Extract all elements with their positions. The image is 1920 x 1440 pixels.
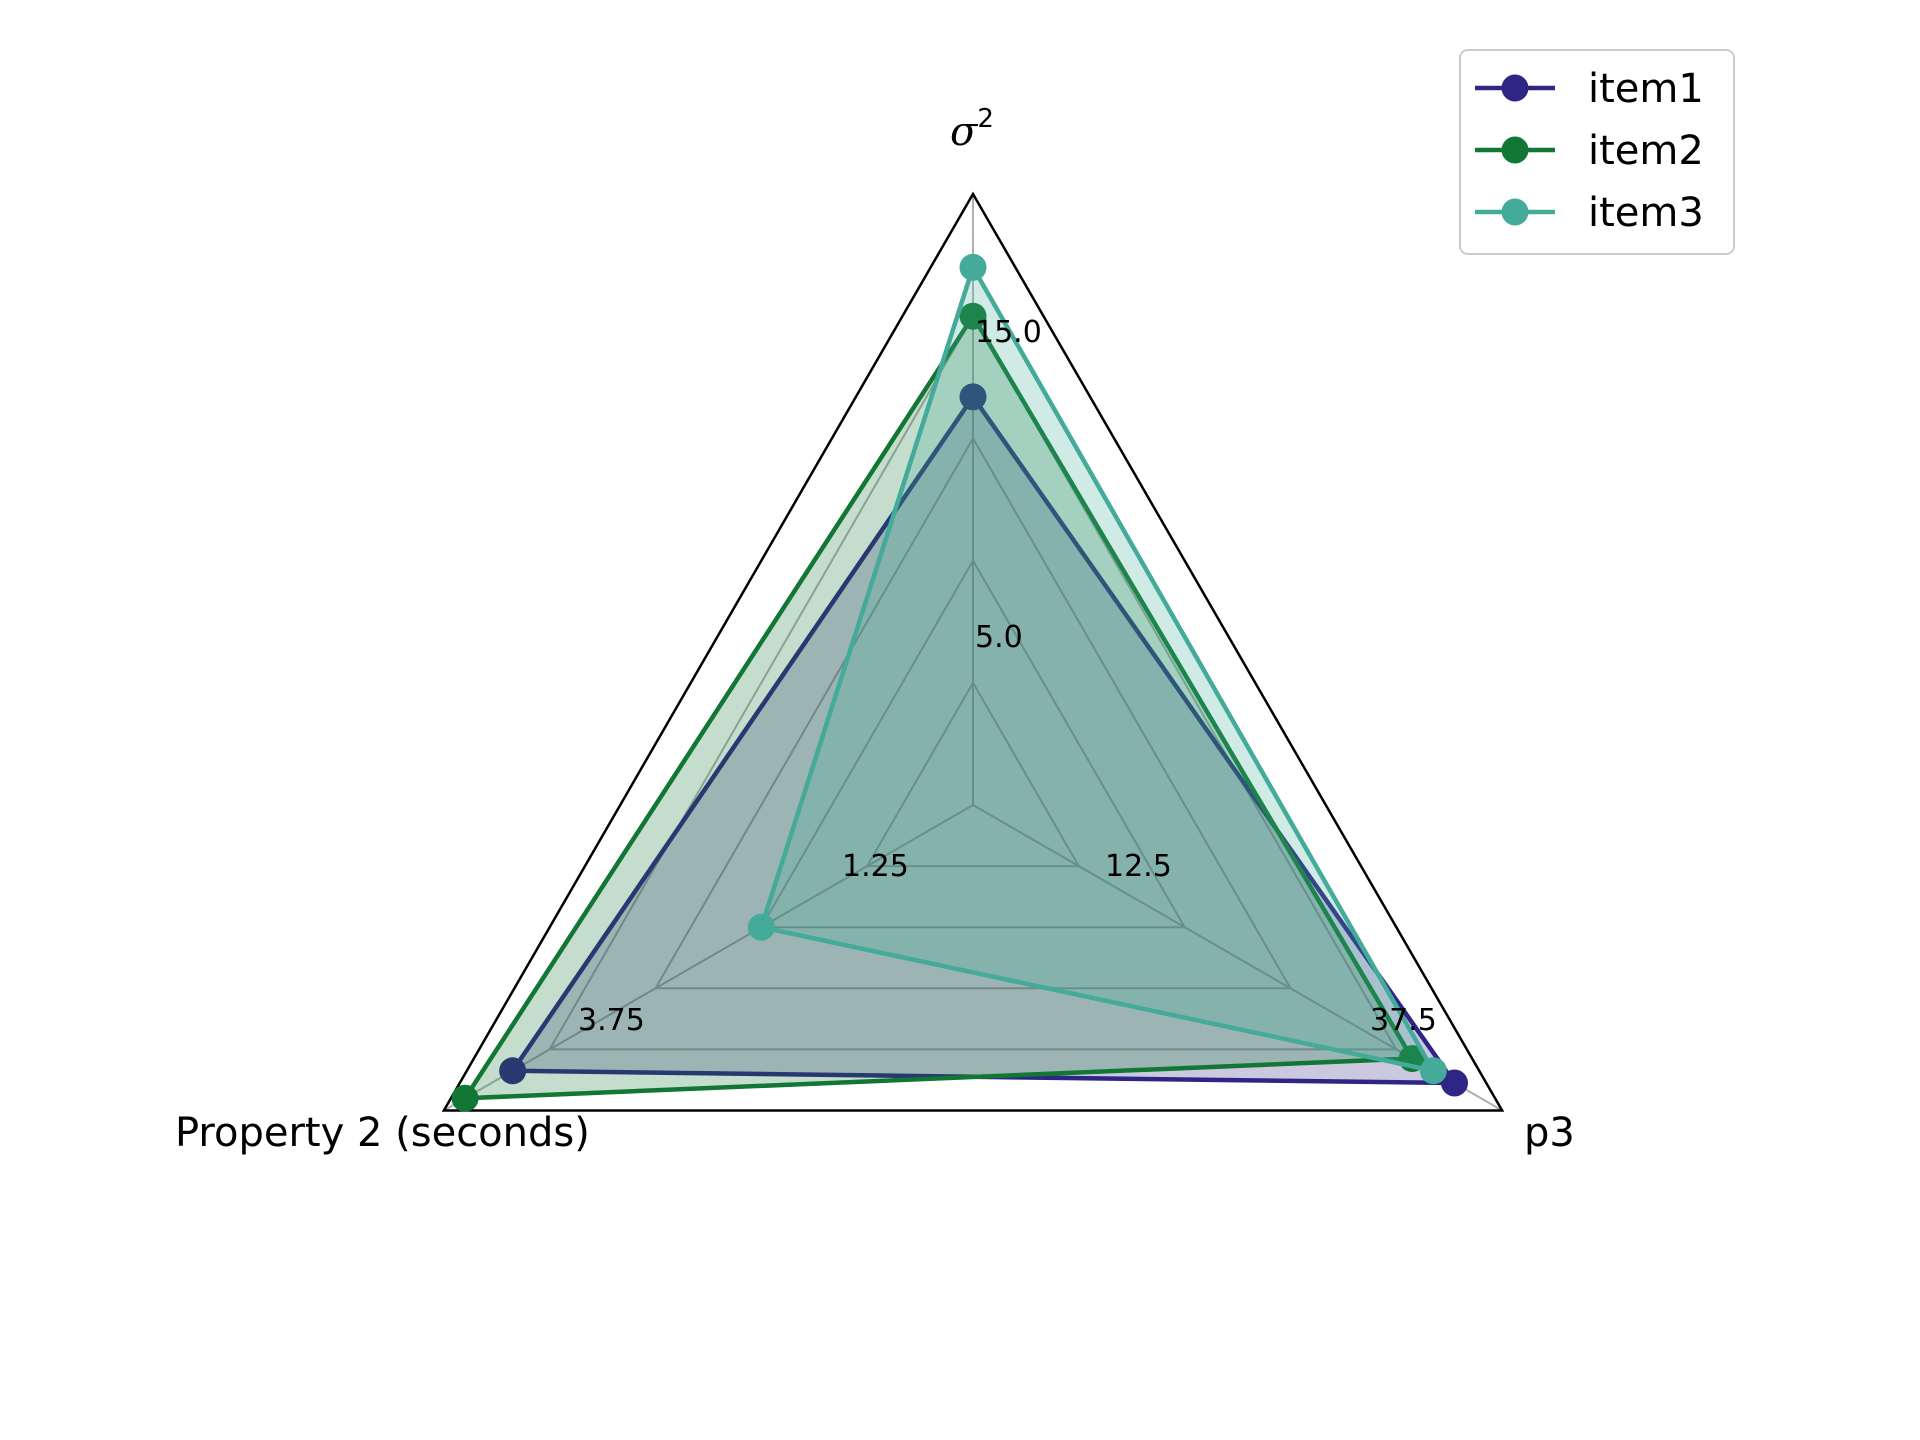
tick-label-axis2-outer: 37.5	[1370, 1003, 1437, 1038]
grid-ring-2	[759, 558, 1187, 929]
axis-title-sigma: σ2	[950, 104, 994, 155]
radar-frame	[441, 191, 1505, 1112]
series-point-item2-axis1	[959, 302, 987, 330]
series-point-item1-axis3	[499, 1057, 527, 1085]
tick-label-axis1-inner: 5.0	[975, 620, 1023, 655]
series-line-item2	[462, 313, 1415, 1101]
grid-ring-1	[865, 680, 1081, 868]
axis-title-p3: p3	[1524, 1110, 1575, 1156]
series-point-item1-axis1	[959, 383, 987, 411]
grid-ring-4	[547, 314, 1399, 1051]
legend-box	[1459, 49, 1735, 255]
series-fill-item3	[761, 267, 1434, 1071]
legend-label-item2: item2	[1588, 128, 1704, 174]
tick-label-axis3-outer: 3.75	[578, 1003, 645, 1038]
series-point-item1-axis2	[1441, 1069, 1469, 1097]
series-point-item3-axis3	[747, 913, 775, 941]
legend: item1 item2 item3	[1459, 49, 1735, 255]
tick-label-axis2-inner: 12.5	[1105, 849, 1172, 884]
axis-title-sigma-sup: 2	[977, 104, 994, 134]
series-fill-item2	[465, 316, 1413, 1099]
legend-marker-item3	[1501, 198, 1529, 226]
axis-titles: σ2 p3 Property 2 (seconds)	[175, 104, 1575, 1156]
series-point-item2-axis3	[451, 1084, 479, 1112]
legend-label-item1: item1	[1588, 66, 1704, 112]
series-line-item3	[759, 265, 1436, 1074]
series-point-item3-axis2	[1419, 1057, 1447, 1085]
tick-label-axis3-inner: 1.25	[842, 849, 909, 884]
grid-spoke-3	[443, 804, 974, 1112]
grid-layer	[441, 191, 1505, 1112]
axis-title-property2: Property 2 (seconds)	[175, 1110, 590, 1156]
series-point-item3-axis1	[959, 253, 987, 281]
axis-title-sigma-main: σ	[950, 109, 979, 155]
tick-label-axis1-outer: 15.0	[975, 315, 1042, 350]
tick-labels: 15.0 5.0 12.5 37.5 1.25 3.75	[578, 315, 1437, 1038]
legend-label-item3: item3	[1588, 190, 1704, 236]
series-fill-item1	[512, 396, 1455, 1084]
legend-marker-item1	[1501, 74, 1529, 102]
legend-marker-item2	[1501, 136, 1529, 164]
grid-ring-3	[653, 436, 1293, 990]
legend-entries: item1 item2 item3	[1475, 66, 1704, 236]
series-layer	[451, 253, 1469, 1112]
